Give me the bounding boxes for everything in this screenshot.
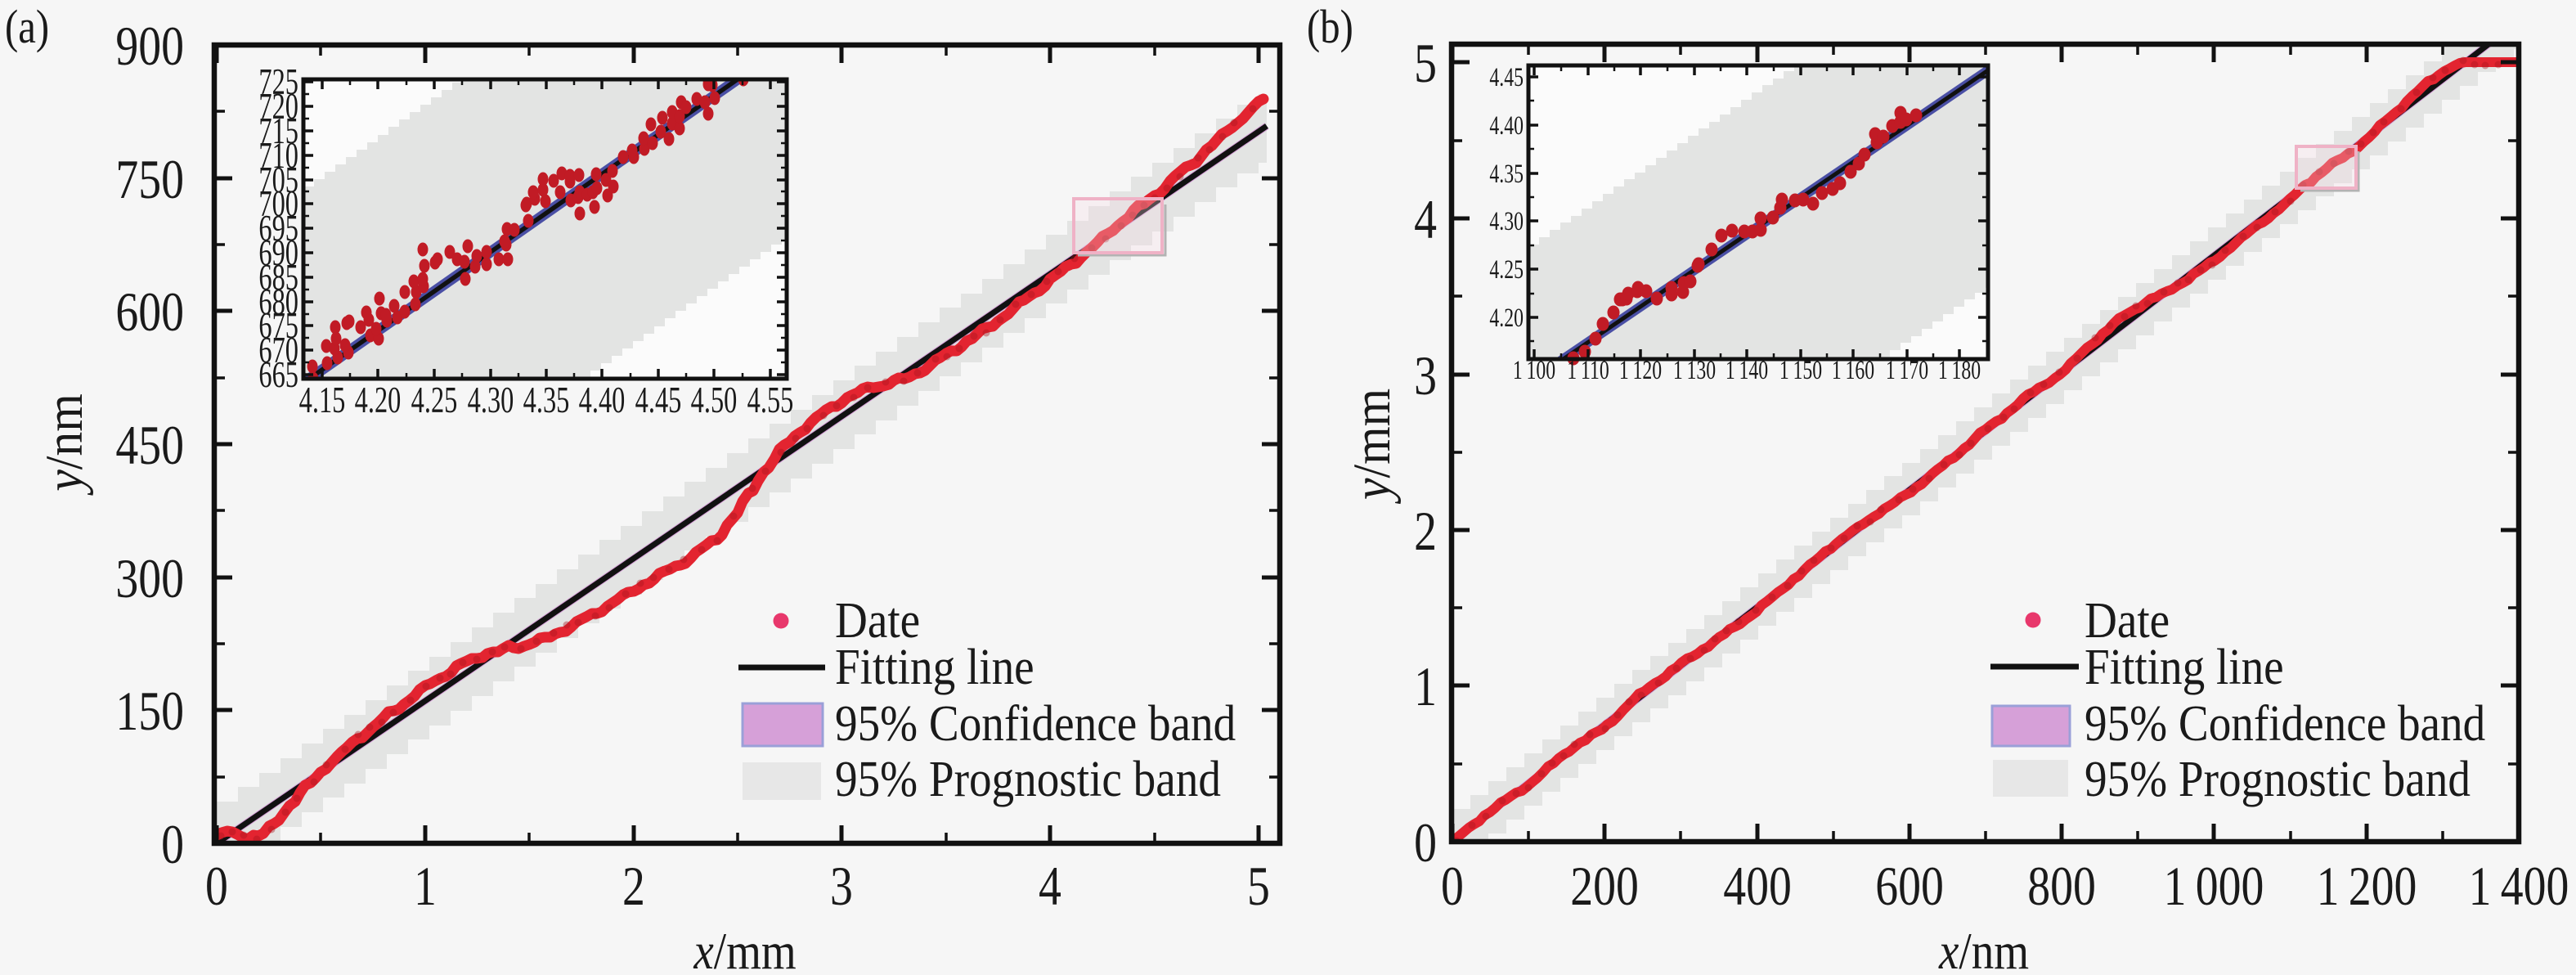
svg-text:Date: Date	[835, 592, 920, 649]
svg-text:4: 4	[1414, 190, 1437, 250]
svg-text:695: 695	[258, 209, 298, 249]
svg-text:1 000: 1 000	[2164, 856, 2264, 917]
svg-text:Fitting line: Fitting line	[2085, 639, 2284, 695]
svg-text:5: 5	[1247, 856, 1270, 917]
svg-text:2: 2	[1414, 501, 1437, 562]
svg-text:1 150: 1 150	[1779, 355, 1822, 385]
svg-text:675: 675	[258, 306, 298, 346]
svg-text:150: 150	[115, 681, 184, 742]
svg-text:4.25: 4.25	[411, 380, 458, 420]
svg-text:0: 0	[1441, 856, 1464, 917]
svg-text:4.45: 4.45	[635, 380, 682, 420]
svg-text:3: 3	[830, 856, 853, 917]
svg-text:1: 1	[1414, 657, 1437, 717]
svg-text:900: 900	[115, 16, 184, 77]
svg-text:715: 715	[258, 111, 298, 151]
svg-text:1 200: 1 200	[2317, 856, 2417, 917]
svg-text:95% Confidence band: 95% Confidence band	[835, 695, 1236, 752]
svg-text:200: 200	[1570, 856, 1639, 917]
svg-text:4.45: 4.45	[1489, 62, 1524, 92]
svg-text:x/mm: x/mm	[693, 922, 796, 975]
svg-text:665: 665	[258, 355, 298, 395]
svg-text:1 110: 1 110	[1567, 355, 1609, 385]
svg-text:y/mm: y/mm	[1342, 389, 1402, 505]
svg-text:1: 1	[414, 856, 437, 917]
svg-text:1 130: 1 130	[1673, 355, 1716, 385]
svg-text:700: 700	[258, 184, 298, 224]
svg-text:95% Prognostic band: 95% Prognostic band	[2085, 751, 2471, 807]
svg-text:4.25: 4.25	[1489, 254, 1524, 285]
svg-text:4.55: 4.55	[747, 380, 794, 420]
svg-text:4.20: 4.20	[355, 380, 402, 420]
svg-text:3: 3	[1414, 346, 1437, 407]
svg-text:4.35: 4.35	[523, 380, 570, 420]
svg-text:720: 720	[258, 87, 298, 127]
svg-text:400: 400	[1723, 856, 1792, 917]
svg-text:1 400: 1 400	[2469, 856, 2569, 917]
svg-text:4.20: 4.20	[1489, 303, 1524, 333]
svg-text:4: 4	[1039, 856, 1061, 917]
svg-text:600: 600	[115, 282, 184, 343]
svg-text:4.40: 4.40	[579, 380, 626, 420]
svg-text:1 170: 1 170	[1886, 355, 1928, 385]
svg-text:4.40: 4.40	[1489, 110, 1524, 141]
svg-text:685: 685	[258, 258, 298, 298]
svg-text:4.15: 4.15	[299, 380, 346, 420]
svg-text:725: 725	[258, 62, 298, 102]
svg-text:x/nm: x/nm	[1938, 922, 2029, 975]
svg-text:1 100: 1 100	[1513, 355, 1555, 385]
svg-text:1 160: 1 160	[1832, 355, 1874, 385]
svg-text:2: 2	[622, 856, 645, 917]
svg-text:4.35: 4.35	[1489, 159, 1524, 189]
svg-text:680: 680	[258, 282, 298, 322]
svg-text:5: 5	[1414, 34, 1437, 94]
svg-text:670: 670	[258, 330, 298, 371]
svg-text:4.50: 4.50	[691, 380, 738, 420]
svg-text:1 180: 1 180	[1938, 355, 1981, 385]
svg-text:4.30: 4.30	[468, 380, 514, 420]
svg-text:Fitting line: Fitting line	[835, 639, 1034, 695]
svg-text:95% Confidence band: 95% Confidence band	[2085, 695, 2485, 752]
svg-text:300: 300	[115, 549, 184, 609]
svg-text:0: 0	[161, 815, 184, 875]
svg-text:800: 800	[2027, 856, 2096, 917]
svg-text:450: 450	[115, 416, 184, 476]
svg-text:705: 705	[258, 160, 298, 200]
svg-text:1 120: 1 120	[1619, 355, 1662, 385]
svg-text:(b): (b)	[1307, 0, 1353, 53]
svg-text:710: 710	[258, 136, 298, 176]
svg-text:690: 690	[258, 233, 298, 273]
svg-text:0: 0	[1414, 813, 1437, 874]
svg-text:4.30: 4.30	[1489, 206, 1524, 236]
svg-text:y/nm: y/nm	[34, 393, 94, 496]
svg-text:Date: Date	[2085, 592, 2170, 649]
svg-text:(a): (a)	[5, 0, 49, 53]
svg-text:1 140: 1 140	[1726, 355, 1768, 385]
svg-text:0: 0	[205, 856, 228, 917]
svg-text:750: 750	[115, 150, 184, 210]
svg-text:600: 600	[1875, 856, 1944, 917]
svg-text:95% Prognostic band: 95% Prognostic band	[835, 751, 1221, 807]
